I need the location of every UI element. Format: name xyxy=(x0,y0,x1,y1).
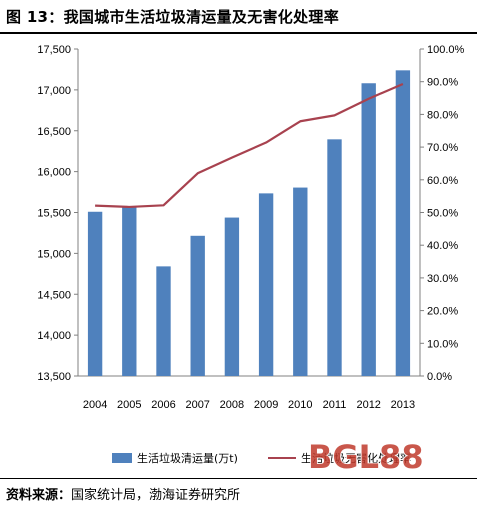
legend-bar-label: 生活垃圾清运量(万t) xyxy=(137,452,238,465)
title-divider xyxy=(0,32,477,34)
y-left-tick-label: 16,500 xyxy=(37,126,71,138)
x-tick-label: 2009 xyxy=(254,399,278,411)
y-right-tick-label: 10.0% xyxy=(427,338,458,350)
bar xyxy=(190,235,205,376)
x-tick-label: 2007 xyxy=(185,399,209,411)
line-series xyxy=(95,82,404,209)
x-tick-label: 2004 xyxy=(83,399,107,411)
source-divider xyxy=(0,478,477,479)
y-right-tick-label: 20.0% xyxy=(427,306,458,318)
legend: 生活垃圾清运量(万t) 生活垃圾无害化处理率 xyxy=(90,446,470,468)
x-tick-label: 2010 xyxy=(288,399,312,411)
bar xyxy=(395,70,411,377)
x-tick-label: 2006 xyxy=(151,399,175,411)
y-left-tick-label: 17,000 xyxy=(37,85,71,97)
x-tick-label: 2012 xyxy=(356,399,380,411)
source-label: 资料来源： xyxy=(6,488,72,503)
y-right-tick-label: 30.0% xyxy=(427,273,458,285)
x-tick-label: 2013 xyxy=(391,399,415,411)
legend-bar-swatch xyxy=(112,453,132,463)
bar xyxy=(224,217,240,376)
x-tick-label: 2005 xyxy=(117,399,141,411)
y-left-tick-label: 16,000 xyxy=(37,167,71,179)
legend-line-swatch xyxy=(268,457,296,459)
bar xyxy=(122,206,137,376)
x-tick-label: 2008 xyxy=(220,399,244,411)
source-text: 国家统计局，渤海证券研究所 xyxy=(71,488,241,503)
y-right-tick-label: 90.0% xyxy=(427,77,458,89)
y-left-tick-label: 15,500 xyxy=(37,208,71,220)
y-right-tick-label: 80.0% xyxy=(427,109,458,121)
x-tick-label: 2011 xyxy=(323,399,347,411)
y-right-tick-label: 40.0% xyxy=(427,240,458,252)
chart-title: 图 13：我国城市生活垃圾清运量及无害化处理率 xyxy=(6,8,339,26)
bar xyxy=(258,193,274,376)
combo-chart: 13,500 14,000 14,500 15,000 15,500 16,000 16,5… xyxy=(37,44,465,411)
y-left-tick-label: 14,000 xyxy=(37,330,71,342)
y-left-tick-label: 15,000 xyxy=(37,248,71,260)
y-right-tick-label: 100.0% xyxy=(427,44,465,56)
legend-item-bar: 生活垃圾清运量(万t) xyxy=(112,450,238,466)
y-right-tick-label: 60.0% xyxy=(427,175,458,187)
y-left-tick-label: 14,500 xyxy=(37,289,71,301)
y-right-tick-label: 0.0% xyxy=(427,371,452,383)
y-right-tick-label: 50.0% xyxy=(427,208,458,220)
bar xyxy=(327,139,342,376)
bar xyxy=(293,187,308,376)
y-left-tick-label: 13,500 xyxy=(37,371,71,383)
source-note: 资料来源：国家统计局，渤海证券研究所 xyxy=(6,484,240,503)
bar xyxy=(156,266,171,376)
y-left-tick-label: 17,500 xyxy=(37,44,71,56)
watermark-text: BGL88 xyxy=(308,438,424,476)
title-bar: 图 13：我国城市生活垃圾清运量及无害化处理率 xyxy=(0,0,477,30)
watermark-logo: BGL88 xyxy=(307,437,424,476)
legend-line-label: 生活垃圾无害化处理率 xyxy=(301,452,411,465)
legend-item-line: 生活垃圾无害化处理率 xyxy=(268,450,411,466)
bar xyxy=(361,83,376,377)
bar xyxy=(87,211,103,376)
y-right-tick-label: 70.0% xyxy=(427,142,458,154)
